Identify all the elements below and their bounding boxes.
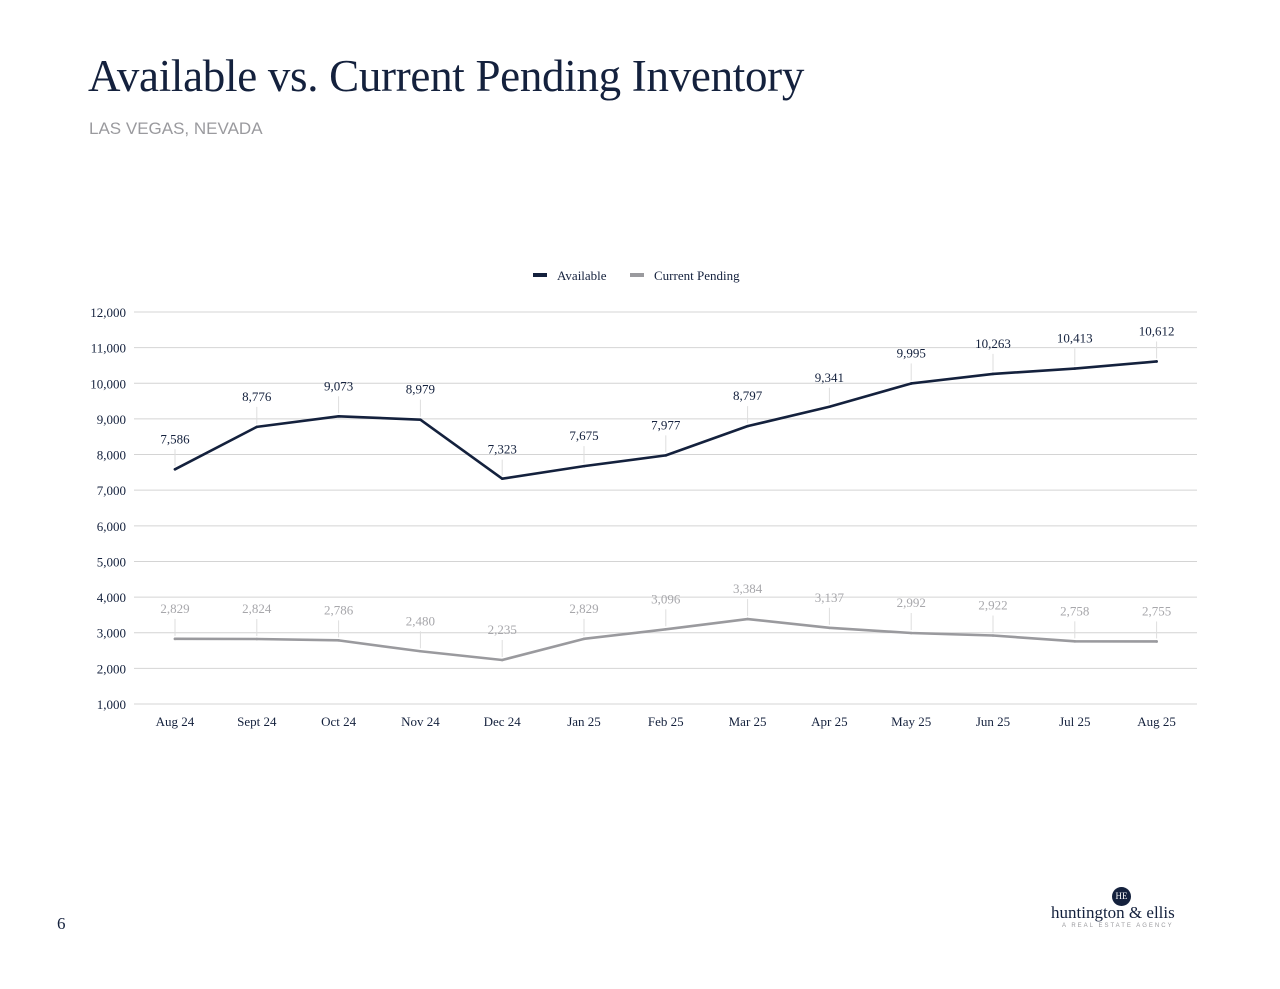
x-tick-label: Mar 25 [729,714,767,729]
x-tick-label: Aug 24 [156,714,195,729]
logo-name: huntington & ellis [1051,903,1175,922]
logo-mark-icon: HE [1112,887,1131,906]
chart-series: 7,586 8,776 9,073 8,979 7,323 7,675 7,977 8,797… [160,323,1174,662]
y-tick-label: 6,000 [97,519,126,534]
data-label: 2,235 [488,622,517,637]
data-point [909,382,913,385]
data-point [746,424,749,428]
x-tick-label: Apr 25 [811,714,847,729]
brand-logo: HE huntington & ellis A REAL ESTATE AGEN… [1046,886,1206,934]
data-label: 2,758 [1060,603,1089,618]
y-tick-label: 7,000 [97,483,126,498]
y-tick-label: 4,000 [97,590,126,605]
data-point [828,626,831,630]
data-label: 7,675 [569,428,598,443]
page-subtitle: LAS VEGAS, NEVADA [89,119,263,138]
data-label: 10,413 [1057,331,1093,346]
y-tick-label: 11,000 [91,341,126,356]
x-tick-label: Feb 25 [648,714,684,729]
data-label: 8,979 [406,382,435,397]
data-label: 2,829 [569,601,598,616]
data-point [746,617,749,621]
data-label: 8,797 [733,388,763,403]
legend-item-available: Available [533,268,607,283]
data-label: 2,829 [160,601,189,616]
data-point [255,425,259,429]
x-tick-label: Sept 24 [237,714,277,729]
data-label: 7,586 [160,431,190,446]
x-tick-label: Oct 24 [321,714,357,729]
data-point [1155,640,1158,643]
data-label: 3,137 [815,590,845,605]
data-label: 2,992 [897,595,926,610]
x-tick-label: Jun 25 [976,714,1010,729]
y-tick-label: 3,000 [97,626,126,641]
data-point [909,631,913,635]
legend-swatch [630,273,644,277]
data-point [1155,360,1158,363]
data-point [500,477,504,480]
data-label: 7,977 [651,417,681,432]
y-tick-label: 9,000 [97,412,126,427]
data-point [337,415,340,418]
data-label: 9,073 [324,378,353,393]
data-point [991,634,995,637]
x-tick-label: Dec 24 [484,714,522,729]
x-tick-label: Nov 24 [401,714,440,729]
data-point [337,639,340,642]
data-point [582,464,586,468]
chart-gridlines [134,311,1197,705]
y-axis: 1,000 2,000 3,000 4,000 5,000 6,000 7,000 8,000… [90,305,126,712]
legend-label: Current Pending [654,268,740,283]
y-tick-label: 12,000 [90,305,126,320]
data-label: 2,786 [324,602,354,617]
legend-swatch [533,273,547,277]
data-point [173,467,177,471]
data-point [419,649,422,653]
y-tick-label: 2,000 [97,661,126,676]
y-tick-label: 5,000 [97,554,126,569]
y-tick-label: 10,000 [90,376,126,391]
data-point [664,454,668,457]
data-point [173,637,177,641]
page-number: 6 [57,914,66,933]
data-label: 2,755 [1142,603,1171,618]
data-label: 10,263 [975,336,1011,351]
x-tick-label: May 25 [891,714,931,729]
data-label: 9,995 [897,345,926,360]
data-point [828,405,831,409]
data-point [255,637,259,641]
x-axis: Aug 24 Sept 24 Oct 24 Nov 24 Dec 24 Jan 25 Feb… [156,714,1176,729]
data-label: 9,341 [815,370,844,385]
legend-item-current-pending: Current Pending [630,268,740,283]
data-label: 2,922 [978,598,1007,613]
x-tick-label: Jan 25 [567,714,601,729]
x-tick-label: Jul 25 [1059,714,1090,729]
series-available: 7,586 8,776 9,073 8,979 7,323 7,675 7,977 8,797… [160,323,1174,480]
data-label: 10,612 [1139,323,1175,338]
y-tick-label: 8,000 [97,448,126,463]
logo-tagline: A REAL ESTATE AGENCY [1062,923,1174,929]
data-point [500,658,504,662]
data-point [1073,640,1077,643]
data-label: 7,323 [488,442,517,457]
data-label: 8,776 [242,389,272,404]
data-point [1073,367,1077,370]
data-label: 2,480 [406,613,435,628]
x-tick-label: Aug 25 [1137,714,1176,729]
data-label: 2,824 [242,601,272,616]
data-point [582,637,586,641]
chart-legend: Available Current Pending [533,268,740,283]
series-current-pending: 2,829 2,824 2,786 2,480 2,235 2,829 3,096 3,384… [160,581,1171,662]
y-tick-label: 1,000 [97,697,126,712]
data-label: 3,384 [733,581,763,596]
data-point [664,628,668,631]
data-point [991,372,995,376]
data-label: 3,096 [651,591,681,606]
legend-label: Available [557,268,607,283]
line-chart: Available Current Pending 1,000 2,000 3,000… [90,268,1197,729]
data-point [419,418,422,421]
page-title: Available vs. Current Pending Inventory [88,51,805,101]
